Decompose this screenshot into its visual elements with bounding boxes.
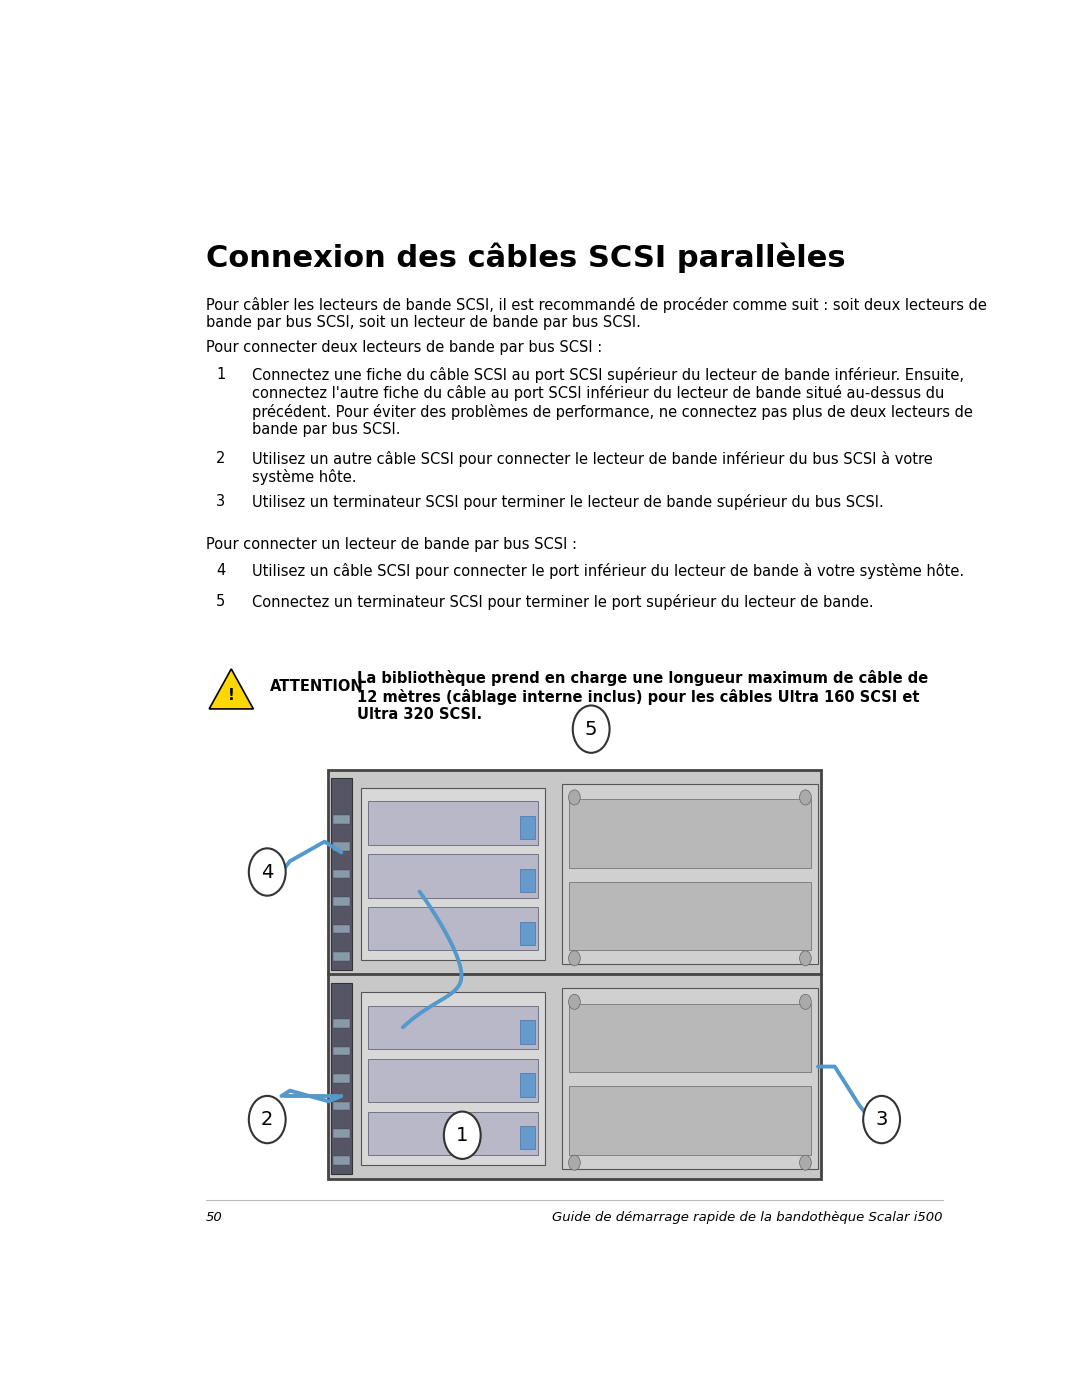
Text: 3: 3 [876, 1111, 888, 1129]
Circle shape [248, 848, 285, 895]
Text: Guide de démarrage rapide de la bandothèque Scalar i500: Guide de démarrage rapide de la bandothè… [552, 1211, 943, 1224]
FancyBboxPatch shape [333, 1157, 350, 1165]
FancyBboxPatch shape [333, 1020, 350, 1028]
Text: Utilisez un terminateur SCSI pour terminer le lecteur de bande supérieur du bus : Utilisez un terminateur SCSI pour termin… [253, 493, 883, 510]
FancyBboxPatch shape [562, 988, 818, 1169]
FancyBboxPatch shape [367, 1006, 539, 1049]
FancyBboxPatch shape [521, 816, 535, 840]
Circle shape [572, 705, 609, 753]
FancyBboxPatch shape [333, 1129, 350, 1137]
Circle shape [568, 789, 580, 805]
FancyBboxPatch shape [333, 953, 350, 961]
Text: 4: 4 [261, 862, 273, 882]
Text: 5: 5 [585, 719, 597, 739]
FancyBboxPatch shape [333, 1074, 350, 1083]
Circle shape [799, 1155, 811, 1171]
FancyBboxPatch shape [333, 1102, 350, 1111]
FancyBboxPatch shape [568, 1087, 811, 1155]
FancyBboxPatch shape [521, 1126, 535, 1150]
FancyBboxPatch shape [367, 1059, 539, 1102]
Text: Utilisez un autre câble SCSI pour connecter le lecteur de bande inférieur du bus: Utilisez un autre câble SCSI pour connec… [253, 451, 933, 485]
Circle shape [799, 951, 811, 965]
Text: La bibliothèque prend en charge une longueur maximum de câble de
12 mètres (câbl: La bibliothèque prend en charge une long… [356, 671, 928, 722]
Text: 2: 2 [261, 1111, 273, 1129]
Circle shape [568, 995, 580, 1010]
FancyBboxPatch shape [333, 814, 350, 824]
Text: 4: 4 [216, 563, 226, 578]
Text: Pour câbler les lecteurs de bande SCSI, il est recommandé de procéder comme suit: Pour câbler les lecteurs de bande SCSI, … [206, 296, 987, 330]
Circle shape [568, 1155, 580, 1171]
Circle shape [568, 951, 580, 965]
FancyBboxPatch shape [361, 992, 545, 1165]
FancyBboxPatch shape [568, 799, 811, 868]
FancyBboxPatch shape [562, 784, 818, 964]
FancyBboxPatch shape [330, 778, 352, 970]
FancyBboxPatch shape [367, 802, 539, 845]
FancyBboxPatch shape [521, 1073, 535, 1097]
Text: 3: 3 [216, 493, 226, 509]
FancyBboxPatch shape [521, 922, 535, 946]
FancyBboxPatch shape [333, 1046, 350, 1055]
Text: 5: 5 [216, 594, 226, 609]
FancyBboxPatch shape [367, 855, 539, 897]
FancyBboxPatch shape [367, 1112, 539, 1155]
Text: 50: 50 [206, 1211, 222, 1224]
FancyBboxPatch shape [333, 925, 350, 933]
Text: ATTENTION: ATTENTION [270, 679, 364, 694]
Text: Connexion des câbles SCSI parallèles: Connexion des câbles SCSI parallèles [206, 243, 846, 274]
FancyBboxPatch shape [367, 907, 539, 950]
FancyBboxPatch shape [568, 882, 811, 950]
FancyBboxPatch shape [568, 1004, 811, 1073]
Text: Connectez une fiche du câble SCSI au port SCSI supérieur du lecteur de bande inf: Connectez une fiche du câble SCSI au por… [253, 366, 973, 437]
Text: Utilisez un câble SCSI pour connecter le port inférieur du lecteur de bande à vo: Utilisez un câble SCSI pour connecter le… [253, 563, 964, 580]
Text: Connectez un terminateur SCSI pour terminer le port supérieur du lecteur de band: Connectez un terminateur SCSI pour termi… [253, 594, 874, 609]
Text: 1: 1 [216, 366, 226, 381]
FancyBboxPatch shape [333, 897, 350, 905]
Circle shape [444, 1112, 481, 1160]
FancyBboxPatch shape [333, 870, 350, 879]
Text: Pour connecter deux lecteurs de bande par bus SCSI :: Pour connecter deux lecteurs de bande pa… [206, 339, 603, 355]
Circle shape [863, 1095, 900, 1143]
FancyBboxPatch shape [333, 842, 350, 851]
Polygon shape [210, 669, 254, 708]
FancyBboxPatch shape [361, 788, 545, 960]
Circle shape [799, 995, 811, 1010]
FancyBboxPatch shape [521, 1020, 535, 1044]
Text: Pour connecter un lecteur de bande par bus SCSI :: Pour connecter un lecteur de bande par b… [206, 536, 577, 552]
Circle shape [248, 1095, 285, 1143]
Text: !: ! [228, 689, 234, 703]
FancyBboxPatch shape [330, 982, 352, 1175]
FancyBboxPatch shape [521, 869, 535, 893]
FancyBboxPatch shape [327, 770, 821, 1179]
Text: 2: 2 [216, 451, 226, 465]
Circle shape [799, 789, 811, 805]
Text: 1: 1 [456, 1126, 469, 1144]
